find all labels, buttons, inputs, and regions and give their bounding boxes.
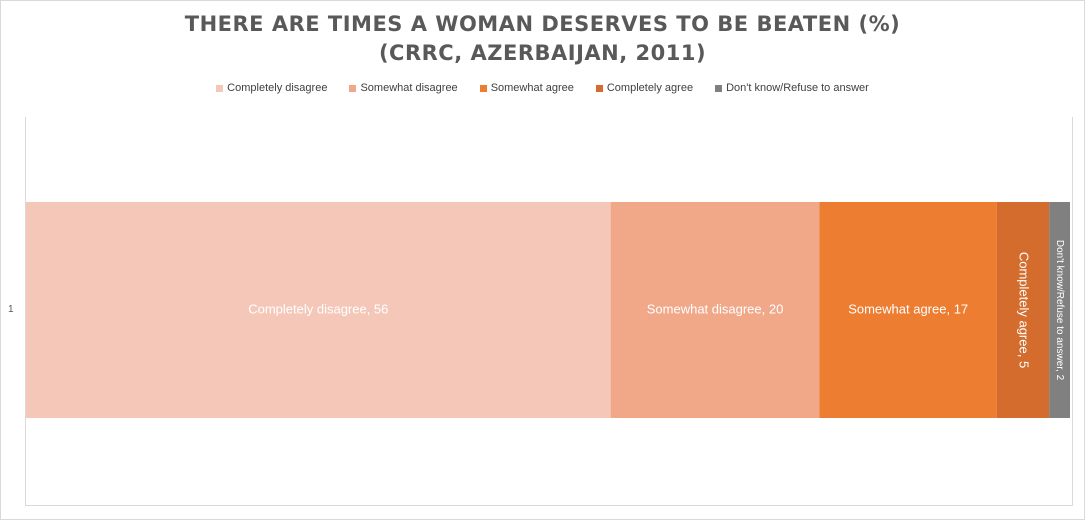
legend-item: Don't know/Refuse to answer — [715, 82, 869, 94]
chart-title-line1: THERE ARE TIMES A WOMAN DESERVES TO BE B… — [184, 12, 901, 36]
chart-title-line2: (CRRC, AZERBAIJAN, 2011) — [378, 41, 707, 65]
bar-segment — [1049, 202, 1070, 418]
chart-title: THERE ARE TIMES A WOMAN DESERVES TO BE B… — [0, 10, 1085, 68]
bar-segment — [610, 202, 820, 418]
legend-label: Somewhat disagree — [360, 82, 458, 94]
data-label: Completely agree, 5 — [1017, 252, 1032, 368]
legend-label: Somewhat agree — [490, 82, 574, 94]
legend-item: Somewhat agree — [479, 82, 574, 94]
legend-swatch — [479, 84, 487, 92]
bar-segment — [26, 202, 611, 418]
chart-legend: Completely disagree Somewhat disagree Some… — [0, 82, 1085, 94]
legend-item: Somewhat disagree — [349, 82, 458, 94]
bar-segment — [819, 202, 997, 418]
legend-swatch — [349, 84, 357, 92]
legend-item: Completely agree — [595, 82, 694, 94]
category-label: 1 — [8, 304, 14, 315]
data-label: Somewhat disagree, 20 — [647, 301, 784, 316]
plot-area — [25, 117, 1073, 506]
bar-segment — [996, 202, 1050, 418]
legend-item: Completely disagree — [216, 82, 327, 94]
legend-swatch — [595, 84, 603, 92]
data-label: Don't know/Refuse to answer, 2 — [1054, 240, 1065, 381]
legend-label: Completely agree — [606, 82, 694, 94]
data-label: Completely disagree, 56 — [248, 301, 388, 316]
data-label: Somewhat agree, 17 — [848, 301, 968, 316]
legend-label: Don't know/Refuse to answer — [726, 82, 869, 94]
legend-swatch — [715, 84, 723, 92]
legend-label: Completely disagree — [227, 82, 328, 94]
legend-swatch — [216, 84, 224, 92]
